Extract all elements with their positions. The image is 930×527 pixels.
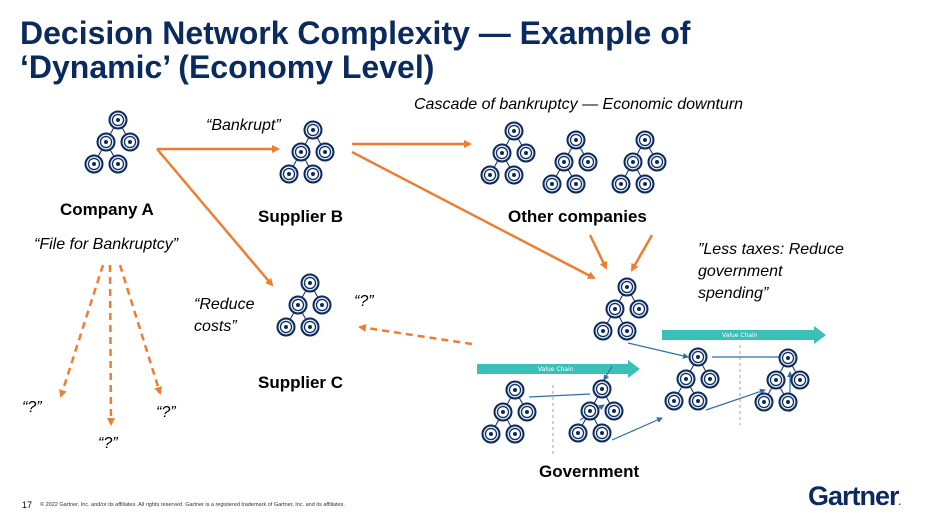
gartner-logo-text: Gartner [808,481,900,511]
cascade-caption: Cascade of bankruptcy — Economic downtur… [414,96,744,113]
less-taxes-line-3: spending” [698,285,769,302]
tree-other-company-3 [613,132,666,193]
tree-company-a [86,112,139,173]
tree-other-company-2 [544,132,597,193]
page-number: 17 [22,500,33,510]
tree-government-1 [483,382,536,443]
tree-government-3 [666,349,719,410]
supplier-c-label: Supplier C [258,373,344,392]
question-right: “?” [156,404,176,421]
file-bankruptcy-quote: “File for Bankruptcy” [34,236,179,253]
value-chain-top: Value Chain [662,326,826,344]
tree-government-main [595,279,648,340]
title-line-1: Decision Network Complexity — Example of [20,15,691,51]
less-taxes-line-1: ”Less taxes: Reduce [698,241,844,258]
copyright-notice: © 2022 Gartner, Inc. and/or its affiliat… [40,502,345,508]
value-chain-bottom: Value Chain [477,360,640,378]
page-title: Decision Network Complexity — Example of… [20,16,690,84]
bankrupt-quote: “Bankrupt” [206,117,281,134]
reduce-costs-line-2: costs” [194,318,237,335]
title-line-2: ‘Dynamic’ (Economy Level) [20,49,435,85]
arrow-q-mid [106,264,115,426]
question-middle: “?” [98,435,118,452]
value-chain-bottom-label: Value Chain [538,366,574,373]
arrow-others-2 [630,234,654,272]
arrow-b-to-gov [351,150,596,280]
value-chain-top-label: Value Chain [722,332,758,339]
arrow-q-right [118,264,163,395]
tree-government-4 [756,350,809,411]
reduce-costs-line-1: “Reduce [194,296,255,313]
other-companies-label: Other companies [508,207,647,226]
orange-arrows [59,140,654,426]
reduce-costs-quote: “Reduce costs” [194,294,254,338]
tree-supplier-c [278,275,331,336]
question-left: “?” [22,399,42,416]
tree-government-2 [570,381,623,442]
government-links [528,342,793,441]
gartner-logo: Gartner. [808,481,901,512]
tree-other-company-1 [482,123,535,184]
arrow-gov-to-c [358,323,473,346]
company-a-label: Company A [60,200,154,219]
tree-supplier-b [281,122,334,183]
less-taxes-quote: ”Less taxes: Reduce government spending” [698,239,844,305]
logo-dot-icon: . [898,497,901,507]
question-supplier-c: “?” [354,293,374,310]
less-taxes-line-2: government [698,263,783,280]
arrow-others-1 [588,234,608,270]
government-label: Government [539,462,640,481]
supplier-b-label: Supplier B [258,207,344,226]
arrow-a-to-c [156,148,274,287]
arrow-q-left [59,264,105,398]
